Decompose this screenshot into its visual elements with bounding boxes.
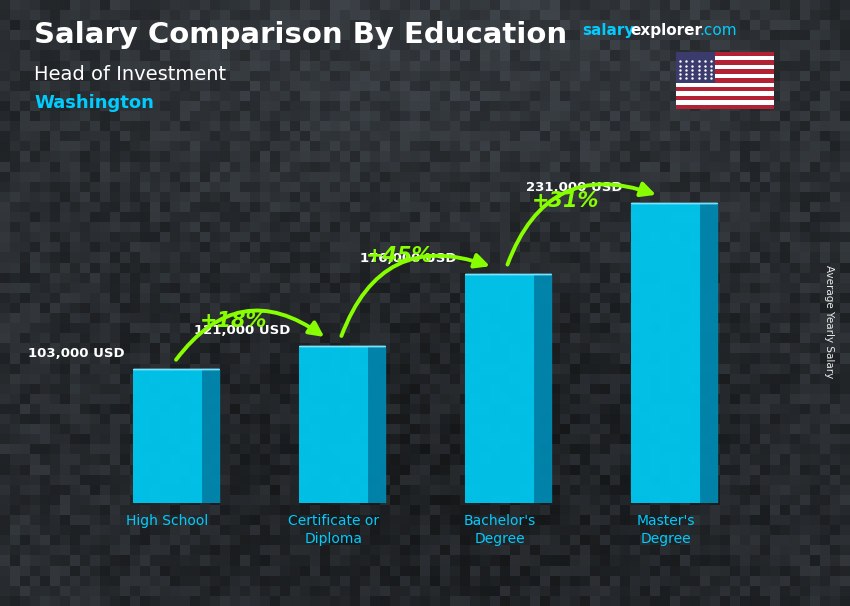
- Text: 231,000 USD: 231,000 USD: [526, 181, 622, 194]
- Bar: [676, 74, 774, 78]
- Text: Average Yearly Salary: Average Yearly Salary: [824, 265, 834, 378]
- Bar: [676, 100, 774, 105]
- Bar: [676, 96, 774, 100]
- Bar: [676, 87, 774, 92]
- Bar: [631, 203, 700, 503]
- Text: Salary Comparison By Education: Salary Comparison By Education: [34, 21, 567, 49]
- Text: +18%: +18%: [200, 311, 268, 331]
- Polygon shape: [368, 346, 385, 503]
- Bar: [133, 369, 202, 503]
- Text: 176,000 USD: 176,000 USD: [360, 252, 456, 265]
- Bar: [676, 56, 774, 61]
- Text: explorer: explorer: [631, 23, 703, 38]
- Polygon shape: [535, 275, 551, 503]
- Bar: [676, 69, 774, 74]
- Text: Head of Investment: Head of Investment: [34, 65, 226, 84]
- Polygon shape: [202, 369, 219, 503]
- Bar: [676, 61, 774, 65]
- Text: +45%: +45%: [366, 245, 434, 266]
- Bar: [676, 52, 715, 82]
- Polygon shape: [700, 203, 717, 503]
- Text: 103,000 USD: 103,000 USD: [28, 347, 124, 360]
- Bar: [676, 105, 774, 109]
- Text: .com: .com: [700, 23, 737, 38]
- Bar: [465, 275, 535, 503]
- Text: 121,000 USD: 121,000 USD: [194, 324, 291, 337]
- Text: salary: salary: [582, 23, 635, 38]
- Bar: [676, 78, 774, 82]
- Bar: [676, 92, 774, 96]
- Bar: [676, 65, 774, 69]
- Bar: [676, 52, 774, 56]
- Text: +31%: +31%: [532, 191, 599, 211]
- Bar: [298, 346, 368, 503]
- Text: Washington: Washington: [34, 94, 154, 112]
- Bar: [676, 82, 774, 87]
